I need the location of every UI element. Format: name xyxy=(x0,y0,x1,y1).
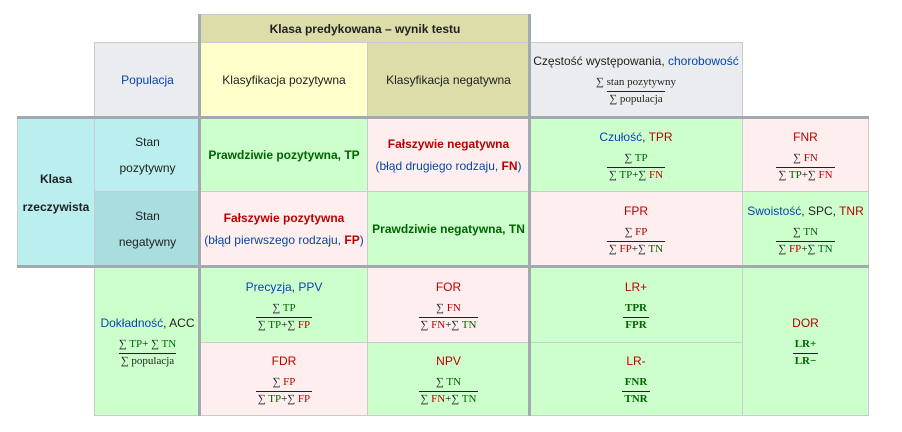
npv-cell: NPV ∑ TN ∑ FN+∑ TN xyxy=(367,342,530,416)
ppv-cell: Precyzja, PPV ∑ TP ∑ TP+∑ FP xyxy=(200,267,368,343)
fdr-formula: ∑ FP ∑ TP+∑ FP xyxy=(255,375,313,405)
lr-positive-cell: LR+ TPR FPR xyxy=(529,267,743,343)
separator-vertical-left xyxy=(198,14,201,416)
condition-negative-header: Stan negatywny xyxy=(94,191,201,267)
for-cell: FOR ∑ FN ∑ FN+∑ TN xyxy=(367,267,530,343)
accuracy-link[interactable]: Dokładność xyxy=(100,316,164,331)
tpr-cell: Czułość, TPR ∑ TP ∑ TP+∑ FN xyxy=(529,118,743,192)
true-negative-cell: Prawdziwie negatywna, TN xyxy=(367,191,530,267)
false-positive-cell: Fałszywie pozytywna (błąd pierwszego rod… xyxy=(200,191,368,267)
lr-positive-formula: TPR FPR xyxy=(623,301,649,331)
fnr-cell: FNR ∑ FN ∑ TP+∑ FN xyxy=(742,118,869,192)
prevalence-link[interactable]: chorobowość xyxy=(668,54,739,69)
lr-negative-formula: FNR TNR xyxy=(622,375,650,405)
predicted-class-header: Klasa predykowana – wynik testu xyxy=(200,14,530,43)
population-header: Populacja xyxy=(94,42,201,117)
for-formula: ∑ FN ∑ FN+∑ TN xyxy=(418,301,479,331)
false-negative-cell: Fałszywie negatywna (błąd drugiego rodza… xyxy=(367,118,530,192)
dor-cell: DOR LR+ LR− xyxy=(742,267,869,416)
fdr-cell: FDR ∑ FP ∑ TP+∑ FP xyxy=(200,342,368,416)
accuracy-cell: Dokładność, ACC ∑ TP+ ∑ TN ∑ populacja xyxy=(94,267,201,416)
dor-formula: LR+ LR− xyxy=(792,338,819,367)
tnr-cell: Swoistość, SPC, TNR ∑ TN ∑ FP+∑ TN xyxy=(742,191,869,267)
lr-negative-cell: LR- FNR TNR xyxy=(529,342,743,416)
tnr-formula: ∑ TN ∑ FP+∑ TN xyxy=(776,225,835,255)
prevalence-header: Częstość występowania, chorobowość ∑ sta… xyxy=(529,42,743,117)
specificity-link[interactable]: Swoistość xyxy=(747,203,802,218)
predicted-negative-header: Klasyfikacja negatywna xyxy=(367,42,530,117)
separator-horizontal-bottom xyxy=(17,265,869,268)
ppv-formula: ∑ TP ∑ TP+∑ FP xyxy=(255,301,313,331)
fnr-formula: ∑ FN ∑ TP+∑ FN xyxy=(776,151,835,181)
tpr-formula: ∑ TP ∑ TP+∑ FN xyxy=(606,151,666,181)
separator-horizontal-top xyxy=(17,116,869,119)
predicted-positive-header: Klasyfikacja pozytywna xyxy=(200,42,368,117)
population-link[interactable]: Populacja xyxy=(121,72,174,87)
condition-positive-header: Stan pozytywny xyxy=(94,118,201,192)
sensitivity-link[interactable]: Czułość xyxy=(599,129,643,144)
fpr-cell: FPR ∑ FP ∑ FP+∑ TN xyxy=(529,191,743,267)
accuracy-formula: ∑ TP+ ∑ TN ∑ populacja xyxy=(118,338,177,367)
actual-class-header: Klasa rzeczywista xyxy=(17,118,95,267)
true-positive-cell: Prawdziwie pozytywna, TP xyxy=(200,118,368,192)
npv-formula: ∑ TN ∑ FN+∑ TN xyxy=(418,375,479,405)
prevalence-formula: ∑ stan pozytywny ∑ populacja xyxy=(596,76,676,105)
fpr-formula: ∑ FP ∑ FP+∑ TN xyxy=(606,225,666,255)
precision-link[interactable]: Precyzja xyxy=(245,279,292,294)
separator-vertical-right xyxy=(528,14,531,416)
